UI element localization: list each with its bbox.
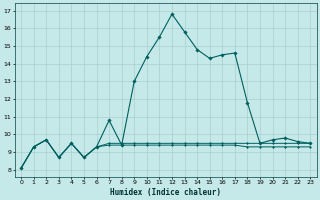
X-axis label: Humidex (Indice chaleur): Humidex (Indice chaleur) — [110, 188, 221, 197]
